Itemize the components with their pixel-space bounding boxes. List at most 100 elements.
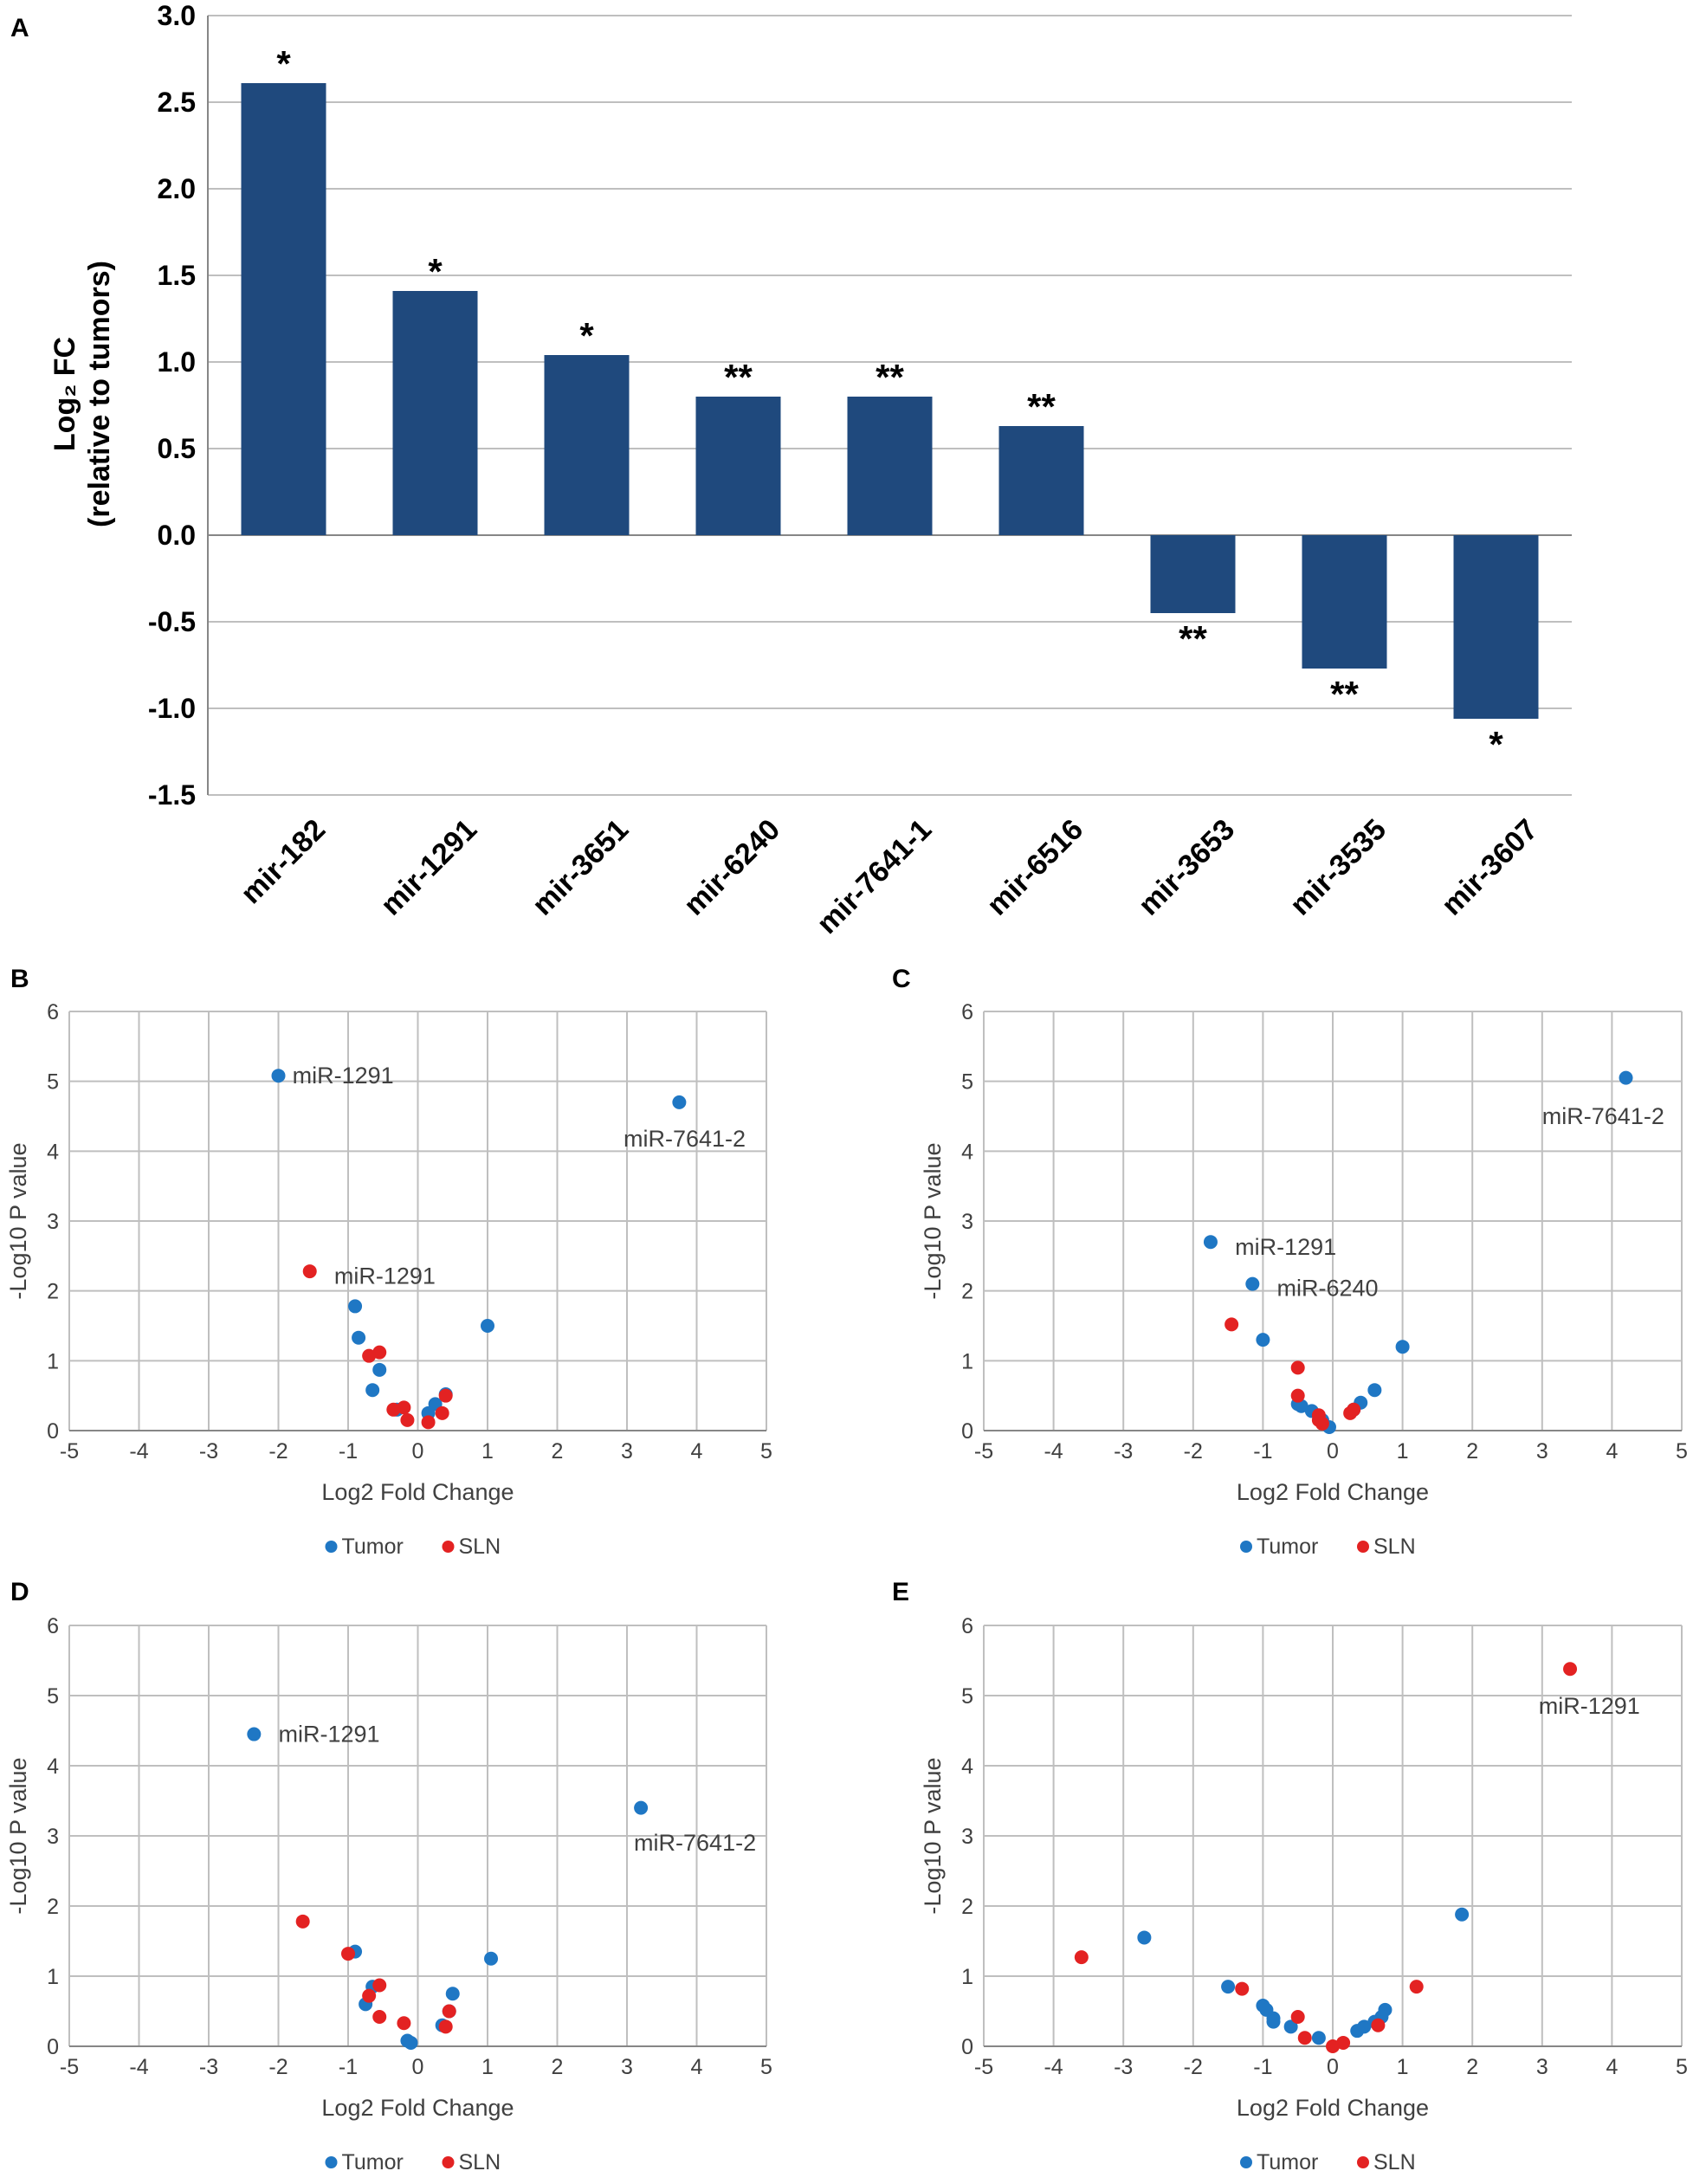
panel-a-bar-chart: A 3.0 2.5 2.0 1.5 1.0 0.5 0.0 -0.5 -1.0 -1.5 Log₂ F… xyxy=(10,0,1572,940)
y-tick-label: -1.5 xyxy=(148,779,196,811)
data-point-sln xyxy=(1371,2018,1386,2032)
y-axis-label: -Log10 P value xyxy=(920,1142,946,1299)
data-point-tumor xyxy=(352,1330,366,1345)
data-point-tumor xyxy=(404,2035,418,2050)
x-tick-label: -5 xyxy=(60,2055,79,2079)
x-tick-label: -5 xyxy=(974,2055,993,2079)
data-point-sln xyxy=(435,1405,449,1420)
panel-d-volcano-plot: D -5 -4 -3 -2 -1 0 1 2 3 4 5 0 1 2 3 4 5 6 Log2 Fold Change… xyxy=(5,1578,772,2174)
x-tick-label: 1 xyxy=(481,2055,494,2079)
x-axis-label: Log2 Fold Change xyxy=(1237,2095,1429,2121)
y-tick-label: 6 xyxy=(961,1000,973,1024)
data-point-tumor xyxy=(1245,1276,1260,1291)
significance-label: * xyxy=(428,251,443,292)
x-tick-label: -2 xyxy=(1184,1439,1203,1464)
data-point-tumor xyxy=(1357,2019,1372,2034)
x-axis-label: Log2 Fold Change xyxy=(321,2095,514,2121)
y-axis-label: -Log10 P value xyxy=(920,1757,946,1914)
x-tick-label: -1 xyxy=(339,2055,358,2079)
bar-mir-3653 xyxy=(1150,535,1236,613)
data-point-sln xyxy=(400,1412,415,1427)
data-point-tumor xyxy=(1221,1980,1236,1994)
x-tick-label: -4 xyxy=(129,2055,148,2079)
y-tick-label: 6 xyxy=(47,1000,59,1024)
x-tick-label: 0 xyxy=(1327,1439,1339,1464)
significance-label: * xyxy=(276,43,291,84)
category-label: mir-6516 xyxy=(980,813,1089,922)
y-tick-label: 1.5 xyxy=(158,260,196,291)
y-tick-label: 6 xyxy=(47,1614,59,1638)
point-annotation: miR-7641-2 xyxy=(1542,1103,1664,1129)
legend-marker-tumor xyxy=(1240,1541,1252,1553)
significance-label: ** xyxy=(1330,674,1359,714)
x-tick-label: 4 xyxy=(1606,1439,1618,1464)
y-tick-label: 1 xyxy=(961,1965,973,1989)
legend-label-sln: SLN xyxy=(459,2150,501,2174)
x-tick-label: -1 xyxy=(1253,1439,1272,1464)
point-annotation: miR-1291 xyxy=(279,1722,380,1748)
x-tick-label: 2 xyxy=(552,1439,564,1464)
x-tick-label: -3 xyxy=(1114,1439,1133,1464)
y-tick-label: 2 xyxy=(961,1280,973,1304)
y-tick-label: 0 xyxy=(961,2035,973,2059)
legend-marker-tumor xyxy=(325,2156,338,2168)
legend-marker-sln xyxy=(1357,2156,1369,2168)
category-label: mir-3607 xyxy=(1435,813,1544,922)
data-point-tumor xyxy=(247,1727,262,1741)
data-point-sln xyxy=(421,1415,436,1430)
legend-label-sln: SLN xyxy=(459,1535,501,1559)
data-point-sln xyxy=(302,1264,317,1279)
y-tick-label: 1 xyxy=(47,1965,59,1989)
y-tick-label: 2 xyxy=(47,1895,59,1919)
data-point-tumor xyxy=(445,1987,460,2001)
point-annotation: miR-6240 xyxy=(1277,1275,1379,1301)
panel-letter: A xyxy=(10,14,29,42)
significance-label: * xyxy=(579,315,594,356)
x-tick-label: 2 xyxy=(1466,1439,1478,1464)
data-point-tumor xyxy=(1367,1383,1382,1398)
x-tick-label: 0 xyxy=(412,2055,424,2079)
x-tick-label: -5 xyxy=(60,1439,79,1464)
x-tick-label: 4 xyxy=(1606,2055,1618,2079)
panel-letter: D xyxy=(10,1578,29,1606)
y-tick-label: 3 xyxy=(47,1210,59,1234)
y-tick-label: 1.0 xyxy=(158,346,196,378)
legend-label-tumor: Tumor xyxy=(342,1535,404,1559)
category-label: mir-7641-1 xyxy=(811,813,938,940)
point-annotation: miR-1291 xyxy=(334,1263,436,1289)
data-point-tumor xyxy=(1266,2014,1281,2029)
bar-mir-6240 xyxy=(695,397,781,535)
x-tick-label: 1 xyxy=(1397,1439,1409,1464)
point-annotation: miR-7641-2 xyxy=(634,1830,756,1856)
data-point-tumor xyxy=(484,1951,499,1966)
y-tick-label: 5 xyxy=(47,1684,59,1709)
significance-label: * xyxy=(1489,724,1503,765)
legend-label-tumor: Tumor xyxy=(342,2150,404,2174)
significance-label: ** xyxy=(724,357,753,397)
legend-marker-tumor xyxy=(325,1541,338,1553)
data-point-sln xyxy=(1563,1662,1578,1677)
x-tick-label: 5 xyxy=(760,1439,772,1464)
x-axis-label: Log2 Fold Change xyxy=(1237,1479,1429,1505)
legend-label-sln: SLN xyxy=(1373,1535,1416,1559)
data-point-sln xyxy=(372,1345,387,1360)
data-point-sln xyxy=(362,1988,377,2003)
y-tick-label: 0.5 xyxy=(158,433,196,464)
y-tick-label: -0.5 xyxy=(148,606,196,637)
panel-letter: B xyxy=(10,965,29,993)
y-axis-label-line2: (relative to tumors) xyxy=(83,261,116,527)
category-label: mir-1291 xyxy=(374,813,483,922)
data-point-sln xyxy=(1225,1317,1239,1332)
data-point-tumor xyxy=(1294,1399,1309,1413)
x-axis-label: Log2 Fold Change xyxy=(321,1479,514,1505)
x-tick-label: -5 xyxy=(974,1439,993,1464)
legend-label-tumor: Tumor xyxy=(1257,1535,1318,1559)
x-tick-label: 2 xyxy=(1466,2055,1478,2079)
significance-label: ** xyxy=(876,357,904,397)
category-label: mir-6240 xyxy=(677,813,786,922)
x-tick-label: -2 xyxy=(268,2055,288,2079)
data-point-tumor xyxy=(1137,1930,1152,1945)
y-tick-label: 3 xyxy=(961,1210,973,1234)
data-point-tumor xyxy=(1455,1907,1470,1922)
